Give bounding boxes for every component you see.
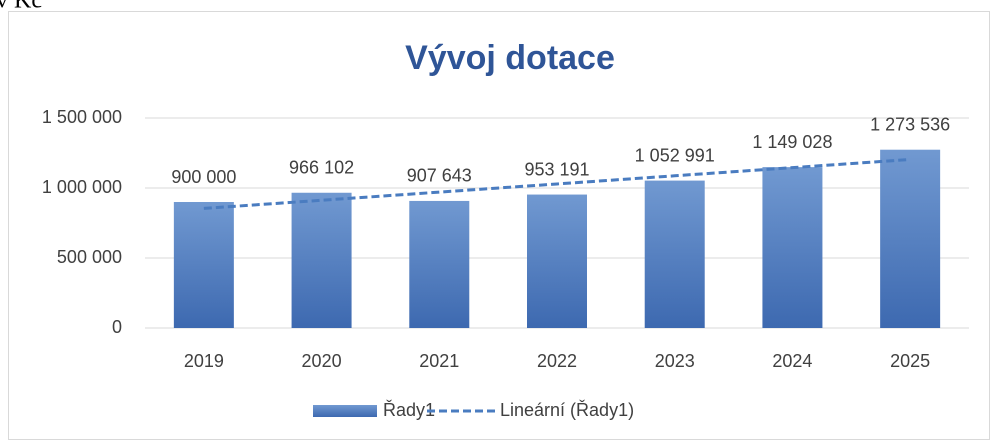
bar — [173, 202, 234, 328]
legend-label: Lineární (Řady1) — [500, 400, 634, 420]
x-tick-label: 2021 — [419, 351, 459, 371]
y-tick-label: 1 500 000 — [42, 107, 122, 127]
x-tick-label: 2025 — [890, 351, 930, 371]
legend-label: Řady1 — [383, 400, 435, 420]
legend-swatch — [313, 405, 377, 417]
data-label: 907 643 — [407, 166, 472, 186]
x-tick-label: 2022 — [537, 351, 577, 371]
bar — [291, 192, 352, 328]
chart-title: Vývoj dotace — [405, 39, 615, 77]
x-tick-label: 2024 — [772, 351, 812, 371]
bar — [644, 180, 705, 328]
data-label: 1 052 991 — [635, 145, 715, 165]
data-label: 900 000 — [171, 167, 236, 187]
data-label: 953 191 — [524, 159, 589, 179]
bar — [527, 194, 587, 328]
bar — [409, 200, 470, 328]
x-tick-label: 2020 — [302, 351, 342, 371]
data-label: 1 273 536 — [870, 114, 950, 134]
x-tick-label: 2019 — [184, 351, 224, 371]
chart-frame — [8, 11, 990, 440]
y-tick-label: 0 — [112, 317, 122, 337]
y-tick-label: 1 000 000 — [42, 177, 122, 197]
trend-line — [203, 157, 911, 210]
x-tick-label: 2023 — [655, 351, 695, 371]
caption: v Kč — [0, 0, 42, 14]
data-label: 1 149 028 — [752, 132, 832, 152]
data-label: 966 102 — [289, 157, 354, 177]
y-tick-label: 500 000 — [57, 247, 122, 267]
bar — [880, 149, 941, 328]
bar — [762, 167, 823, 328]
